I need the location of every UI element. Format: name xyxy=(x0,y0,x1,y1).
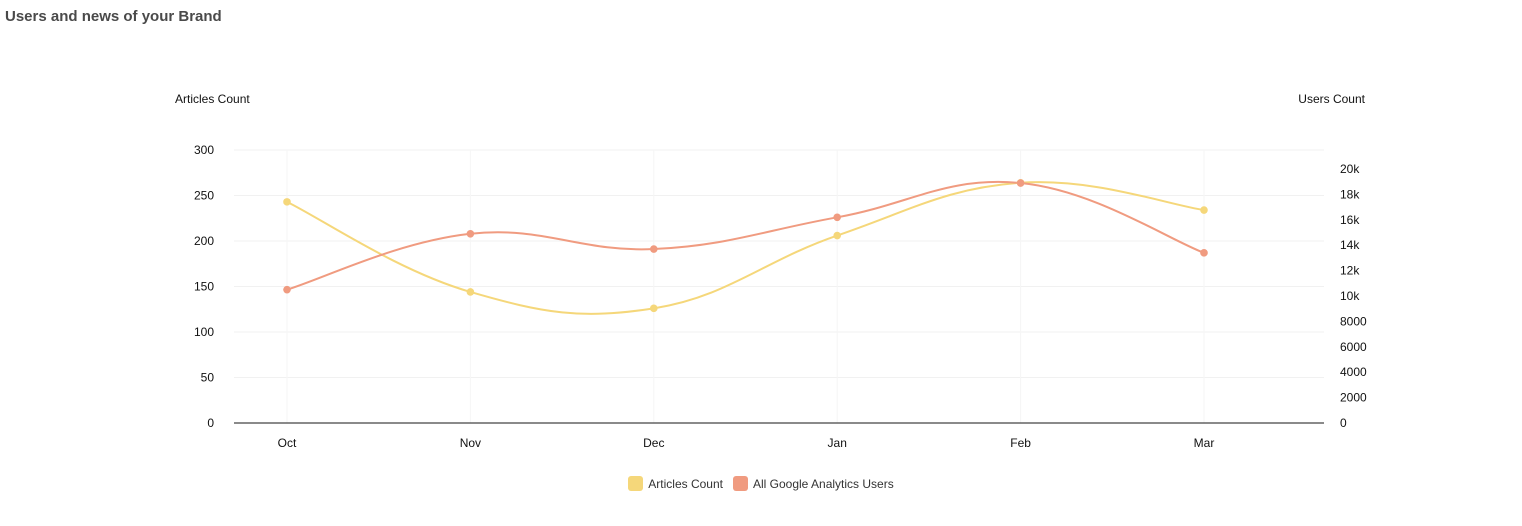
y-right-tick-label: 10k xyxy=(1340,289,1360,303)
y-right-tick-label: 4000 xyxy=(1340,365,1367,379)
y-right-tick-label: 8000 xyxy=(1340,314,1367,328)
data-point-google-analytics-users xyxy=(466,230,475,238)
series-line-google-analytics-users xyxy=(286,180,1205,291)
series-lines xyxy=(286,180,1205,315)
x-tick-label: Feb xyxy=(1010,436,1031,450)
data-points xyxy=(283,178,1208,313)
x-tick-label: Oct xyxy=(278,436,297,450)
x-tick-label: Dec xyxy=(643,436,664,450)
data-point-articles-count xyxy=(466,288,475,296)
y-left-tick-label: 300 xyxy=(194,143,214,157)
legend-item-articles-count[interactable]: Articles Count xyxy=(628,476,723,491)
legend-label-google-analytics-users: All Google Analytics Users xyxy=(752,476,894,491)
y-left-tick-label: 200 xyxy=(194,234,214,248)
grid-lines xyxy=(234,149,1324,423)
y-right-tick-label: 0 xyxy=(1340,416,1347,430)
y-right-tick-label: 2000 xyxy=(1340,391,1367,405)
y-right-tick-label: 12k xyxy=(1340,264,1360,278)
data-point-google-analytics-users xyxy=(1016,179,1025,187)
y-left-tick-label: 50 xyxy=(201,371,215,385)
data-point-articles-count xyxy=(833,231,841,240)
series-line-articles-count xyxy=(286,181,1205,315)
y-right-tick-label: 16k xyxy=(1340,213,1360,227)
chart-legend: Articles Count All Google Analytics User… xyxy=(0,476,1522,491)
y-right-tick-label: 6000 xyxy=(1340,340,1367,354)
data-point-google-analytics-users xyxy=(1200,249,1208,257)
y-left-tick-label: 100 xyxy=(194,325,214,339)
legend-label-articles-count: Articles Count xyxy=(648,476,723,491)
y-right-tick-label: 18k xyxy=(1340,187,1360,201)
data-point-articles-count xyxy=(1200,206,1208,214)
legend-swatch-google-analytics-users xyxy=(732,476,748,491)
x-tick-label: Mar xyxy=(1194,436,1215,450)
y-right-tick-label: 14k xyxy=(1340,238,1360,252)
axes: 0 50 100 150 200 250 300 0 2000 4000 6000 8000 10k 12… xyxy=(175,92,1367,450)
legend-item-google-analytics-users[interactable]: All Google Analytics Users xyxy=(732,476,894,491)
data-point-google-analytics-users xyxy=(650,245,658,253)
data-point-google-analytics-users xyxy=(833,213,841,222)
y-left-tick-label: 250 xyxy=(194,189,214,203)
y-left-tick-label: 150 xyxy=(194,280,214,294)
x-tick-label: Jan xyxy=(828,436,847,450)
legend-swatch-articles-count xyxy=(628,476,644,491)
data-point-articles-count xyxy=(283,198,291,206)
y-left-tick-label: 0 xyxy=(207,416,214,430)
y-left-axis-title: Articles Count xyxy=(175,92,250,106)
y-right-tick-label: 20k xyxy=(1340,162,1360,176)
x-tick-label: Nov xyxy=(460,436,481,450)
y-right-axis-title: Users Count xyxy=(1298,92,1365,106)
data-point-google-analytics-users xyxy=(283,285,291,294)
data-point-articles-count xyxy=(650,304,658,313)
line-chart: 0 50 100 150 200 250 300 0 2000 4000 6000 8000 10k 12… xyxy=(175,92,1367,450)
page-title: Users and news of your Brand xyxy=(5,8,222,25)
